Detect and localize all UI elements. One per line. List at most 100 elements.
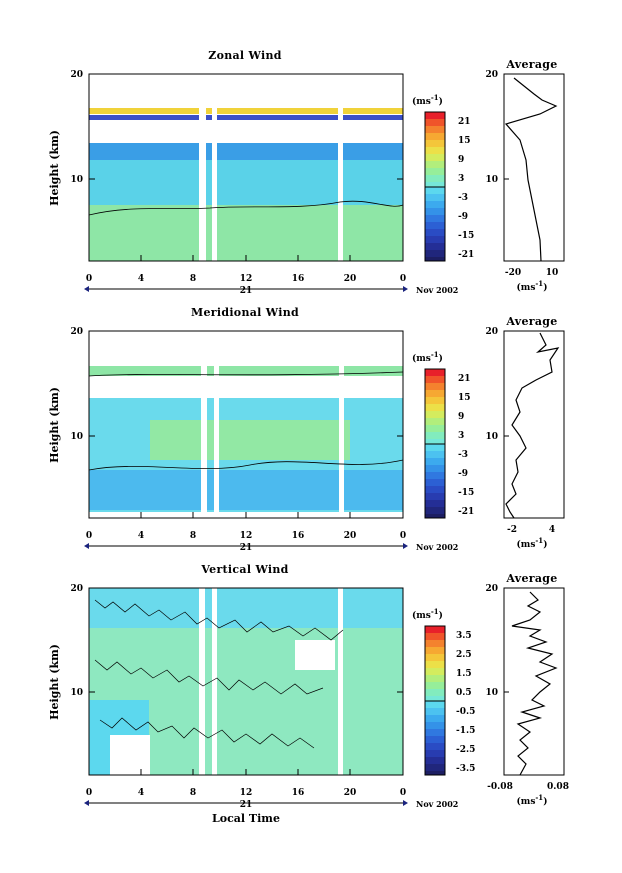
- x-tick-label: 16: [292, 274, 305, 284]
- y-tick-label: 10: [70, 432, 83, 442]
- colorbar-tick: -1.5: [456, 726, 475, 736]
- field-gap-2: [212, 588, 217, 775]
- field-gap-1: [199, 588, 205, 775]
- x-tick-label: 8: [190, 274, 196, 284]
- y-tick-label: 20: [70, 327, 83, 337]
- profile-x-tick: -0.08: [487, 782, 513, 792]
- y-axis-label: Height (km): [48, 130, 61, 206]
- field-band-blue: [89, 470, 403, 510]
- date-month-label: Nov 2002: [416, 285, 458, 295]
- x-tick-label: 0: [86, 274, 92, 284]
- x-tick-label: 16: [292, 788, 305, 798]
- x-tick-label: 12: [240, 274, 253, 284]
- zero-contour: [88, 371, 404, 377]
- colorbar-tick: -21: [458, 507, 474, 517]
- field-gap-3: [338, 74, 343, 261]
- y-tick-label: 20: [70, 70, 83, 80]
- colorbar-tick: -15: [458, 488, 474, 498]
- profile-line: [511, 591, 558, 776]
- x-ticks: [88, 769, 404, 775]
- profile-line: [504, 77, 558, 262]
- profile-x-tick: 10: [546, 268, 559, 278]
- colorbar-unit: (ms-1): [412, 93, 443, 107]
- x-tick-label: 4: [138, 531, 144, 541]
- profile-line: [505, 332, 560, 519]
- x-tick-label: 0: [400, 788, 406, 798]
- colorbar-tick: 0.5: [456, 688, 472, 698]
- x-tick-label: 0: [400, 531, 406, 541]
- zero-contour: [99, 717, 315, 749]
- field-gap-1: [199, 74, 206, 261]
- date-month-label: Nov 2002: [416, 542, 458, 552]
- colorbar-tick: 3: [458, 431, 464, 441]
- date-day-label: 21: [240, 543, 253, 553]
- x-axis-label: Local Time: [212, 812, 280, 825]
- colorbar-tick: 15: [458, 136, 471, 146]
- profile-x-label: (ms-1): [517, 536, 548, 550]
- field-gap-2: [214, 331, 219, 518]
- average-profile: Average 20 10 -20 10 (ms-1): [485, 58, 565, 293]
- profile-x-tick: -20: [505, 268, 521, 278]
- y-tick-marks: [89, 330, 403, 437]
- date-month-label: Nov 2002: [416, 799, 458, 809]
- date-day-label: 21: [240, 800, 253, 810]
- profile-title: Average: [505, 572, 557, 585]
- field-jet-top: [89, 108, 403, 114]
- profile-x-tick: 4: [549, 525, 555, 535]
- field-gap-3: [338, 588, 343, 775]
- field-patch-white: [295, 640, 335, 670]
- field-band-mid: [89, 160, 403, 205]
- field-gap-1: [201, 331, 207, 518]
- profile-y-tick: 10: [485, 688, 498, 698]
- colorbar-tick: -3: [458, 193, 468, 203]
- x-ticks: [88, 512, 404, 518]
- panel-title: Meridional Wind: [191, 306, 299, 319]
- y-axis-label: Height (km): [48, 387, 61, 463]
- zero-contour: [94, 659, 324, 695]
- x-tick-label: 0: [86, 788, 92, 798]
- y-axis-label: Height (km): [48, 644, 61, 720]
- date-axis: [84, 286, 408, 292]
- profile-y-tick: 20: [485, 327, 498, 337]
- colorbar-tick: 15: [458, 393, 471, 403]
- colorbar-tick: -21: [458, 250, 474, 260]
- average-profile: Average 20 10 -2 4 (ms-1): [485, 315, 565, 550]
- colorbar: (ms-1): [412, 93, 446, 262]
- y-tick-label: 20: [70, 584, 83, 594]
- field-band-upper: [89, 143, 403, 160]
- panel-vertical-wind: Vertical Wind 20 10 Height (km) 0 4: [48, 563, 569, 825]
- x-tick-label: 12: [240, 788, 253, 798]
- x-tick-label: 0: [86, 531, 92, 541]
- field-gap-3: [339, 331, 344, 518]
- colorbar-tick: -0.5: [456, 707, 475, 717]
- field-gap-2: [212, 74, 217, 261]
- colorbar-tick: -3: [458, 450, 468, 460]
- profile-y-tick: 20: [485, 584, 498, 594]
- heatmap-field: [89, 588, 403, 775]
- profile-title: Average: [505, 315, 557, 328]
- colorbar-unit: (ms-1): [412, 350, 443, 364]
- field-jet: [89, 115, 403, 120]
- colorbar-tick: 9: [458, 155, 464, 165]
- field-band-low: [89, 205, 403, 261]
- y-tick-marks: [89, 587, 403, 693]
- colorbar-tick: -15: [458, 231, 474, 241]
- x-tick-label: 12: [240, 531, 253, 541]
- field-band-top: [89, 366, 403, 376]
- profile-x-tick: -2: [507, 525, 517, 535]
- profile-y-tick: 10: [485, 175, 498, 185]
- x-tick-label: 20: [344, 274, 357, 284]
- date-axis: [84, 543, 408, 549]
- colorbar-tick: 21: [458, 374, 471, 384]
- colorbar-tick: -2.5: [456, 745, 475, 755]
- colorbar-tick: -9: [458, 469, 468, 479]
- profile-y-tick: 10: [485, 432, 498, 442]
- field-patch-white: [110, 735, 150, 775]
- x-tick-label: 0: [400, 274, 406, 284]
- colorbar-tick: -9: [458, 212, 468, 222]
- y-tick-label: 10: [70, 175, 83, 185]
- colorbar-tick: 2.5: [456, 650, 472, 660]
- x-ticks: [88, 255, 404, 261]
- zero-contour: [88, 459, 404, 471]
